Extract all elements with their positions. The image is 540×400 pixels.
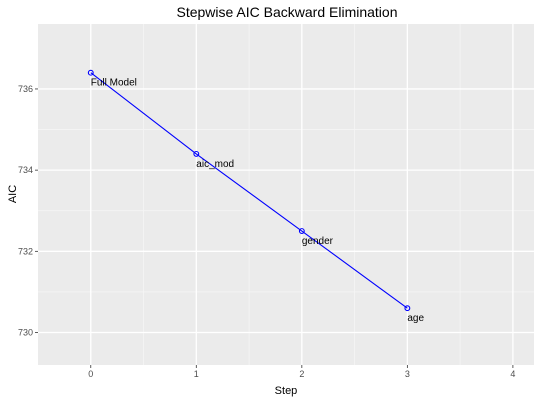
plot-panel: [38, 24, 534, 365]
y-tick-label: 730: [18, 328, 33, 338]
data-point-label: aic_mod: [196, 159, 234, 170]
chart-title: Stepwise AIC Backward Elimination: [177, 4, 398, 20]
y-tick-label: 734: [18, 165, 33, 175]
x-axis-ticks: 0 1 2 3 4: [88, 365, 515, 379]
y-tick-label: 732: [18, 246, 33, 256]
y-axis-ticks: 730 732 734 736: [18, 84, 38, 338]
x-tick-label: 1: [194, 369, 199, 379]
data-point-label: gender: [302, 236, 334, 247]
data-point-label: Full Model: [91, 78, 137, 89]
x-tick-label: 2: [299, 369, 304, 379]
x-tick-label: 4: [510, 369, 515, 379]
y-axis-title: AIC: [7, 185, 19, 203]
x-tick-label: 0: [88, 369, 93, 379]
x-axis-title: Step: [275, 385, 298, 397]
data-point-label: age: [407, 313, 424, 324]
y-tick-label: 736: [18, 84, 33, 94]
x-tick-label: 3: [405, 369, 410, 379]
